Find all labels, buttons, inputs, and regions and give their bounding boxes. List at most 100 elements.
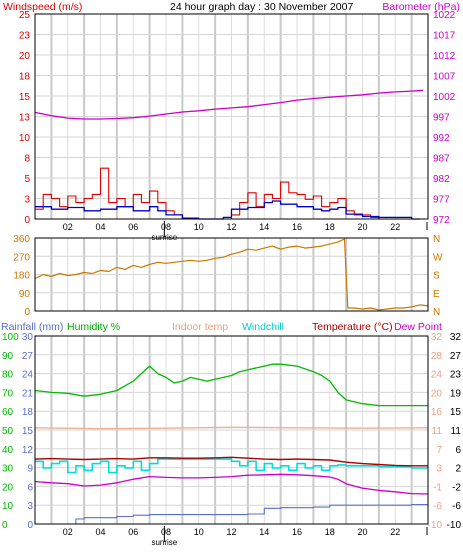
- wind-direction-line: [34, 238, 429, 311]
- wind-barometer-series: [34, 89, 424, 220]
- barometer-tick-label: 997: [433, 113, 450, 124]
- temperature-tick-label: 2: [455, 464, 461, 475]
- indoor-temp-tick-label: 3: [436, 464, 442, 475]
- x-tick-label: 02: [63, 222, 73, 232]
- temperature-tick-label: 32: [450, 332, 462, 343]
- humidity-tick-label: 10: [2, 501, 14, 512]
- windspeed-tick-label: 10: [19, 133, 31, 144]
- windspeed-axis-title: Windspeed (m/s): [3, 1, 82, 13]
- humidity-tick-label: 70: [2, 388, 14, 399]
- barometer-tick-label: 1012: [433, 51, 456, 62]
- wind-direction-frame: [34, 237, 429, 312]
- x-tick-label: 18: [325, 527, 335, 537]
- barometer-axis-title: Barometer (hPa): [382, 1, 460, 13]
- temperature-tick-label: -10: [447, 520, 462, 531]
- barometer-tick-label: 1002: [433, 92, 456, 103]
- x-tick-label: 20: [357, 527, 367, 537]
- rainfall-tick-label: 3: [27, 501, 33, 512]
- humidity-axis-title: Humidity %: [67, 321, 120, 333]
- compass-tick-label: S: [433, 271, 440, 282]
- x-tick-label: 06: [128, 527, 138, 537]
- x-tick-label: 04: [95, 222, 105, 232]
- indoor-temp-tick-label: -1: [433, 482, 442, 493]
- windspeed-tick-label: 20: [19, 51, 31, 62]
- indoor-temp-tick-label: 16: [431, 407, 443, 418]
- windchill-axis-title: Windchill: [242, 321, 284, 333]
- compass-tick-label: N: [433, 307, 440, 318]
- wind-barometer-panel: 2523201815131085301022101710121007100299…: [19, 10, 456, 242]
- temperature-tick-label: 6: [455, 445, 461, 456]
- graph-title: 24 hour graph day : 30 November 2007: [170, 1, 353, 13]
- x-tick-label: 12: [226, 527, 236, 537]
- temperature-tick-label: -6: [452, 501, 461, 512]
- temperature-axis-title: Temperature (°C): [312, 321, 393, 333]
- x-tick-label: 14: [259, 527, 269, 537]
- temperature-tick-label: 27: [450, 351, 462, 362]
- rainfall-tick-label: 18: [22, 407, 34, 418]
- windspeed-tick-label: 8: [24, 154, 30, 165]
- indoor-temp-tick-label: 28: [431, 351, 443, 362]
- indoor-temp-tick-label: 7: [436, 445, 442, 456]
- indoor-temp-axis-title: Indoor temp: [172, 321, 228, 333]
- barometer-tick-label: 982: [433, 174, 450, 185]
- x-tick-label: 18: [325, 222, 335, 232]
- temperature-line: [34, 456, 428, 467]
- indoor-temp-tick-label: -10: [428, 520, 443, 531]
- dewpoint-axis-title: Dew Point: [394, 321, 442, 333]
- indoor-temp-tick-label: 20: [431, 388, 443, 399]
- temperature-humidity-tick-labels: 3027242118151296301009080706050403020100…: [2, 332, 461, 547]
- rainfall-tick-label: 12: [22, 445, 34, 456]
- wind-average-line: [35, 200, 420, 220]
- temperature-humidity-panel: 3027242118151296301009080706050403020100…: [2, 332, 461, 547]
- rainfall-tick-label: 9: [27, 464, 33, 475]
- windchill-line: [35, 458, 428, 474]
- windspeed-tick-label: 13: [19, 113, 31, 124]
- temperature-tick-label: 23: [450, 370, 462, 381]
- temperature-tick-label: 15: [450, 407, 462, 418]
- humidity-tick-label: 0: [2, 520, 8, 531]
- x-tick-label: 08: [161, 527, 171, 537]
- windspeed-tick-label: 15: [19, 92, 31, 103]
- humidity-tick-label: 30: [2, 464, 14, 475]
- barometer-tick-label: 972: [433, 215, 450, 226]
- wind-direction-tick-label: 270: [13, 252, 30, 263]
- wind-direction-grid: [35, 238, 428, 311]
- rainfall-tick-label: 15: [22, 426, 34, 437]
- x-tick-label: 08: [161, 222, 171, 232]
- temperature-humidity-grid: [35, 336, 428, 524]
- x-tick-label: 10: [194, 527, 204, 537]
- indoor-temp-tick-label: 11: [432, 426, 443, 437]
- barometer-tick-label: 1022: [433, 10, 456, 21]
- dewpoint-line: [34, 473, 429, 495]
- rainfall-axis-title: Rainfall (mm): [1, 321, 63, 333]
- windspeed-tick-label: 23: [19, 31, 31, 42]
- indoor-temp-line: [34, 426, 429, 430]
- x-tick-label: 16: [292, 527, 302, 537]
- x-tick-label: 14: [259, 222, 269, 232]
- barometer-tick-label: 977: [433, 195, 450, 206]
- wind-direction-series: [34, 238, 429, 311]
- x-tick-label: 22: [390, 527, 400, 537]
- compass-tick-label: E: [433, 289, 440, 300]
- rainfall-tick-label: 24: [22, 370, 34, 381]
- indoor-temp-tick-label: -6: [433, 501, 442, 512]
- x-tick-label: 12: [226, 222, 236, 232]
- x-tick-label: 10: [194, 222, 204, 232]
- rainfall-tick-label: 30: [22, 332, 34, 343]
- temperature-humidity-series: [34, 363, 429, 525]
- temperature-tick-label: -2: [452, 482, 461, 493]
- wind-direction-tick-label: 180: [13, 271, 30, 282]
- wind-direction-tick-label: 360: [13, 234, 30, 245]
- rainfall-tick-label: 27: [22, 351, 34, 362]
- windspeed-tick-label: 3: [24, 195, 30, 206]
- windspeed-tick-label: 18: [19, 72, 31, 83]
- indoor-temp-tick-label: 24: [431, 370, 443, 381]
- rainfall-tick-label: 21: [22, 388, 34, 399]
- windspeed-tick-label: 0: [24, 215, 30, 226]
- barometer-tick-label: 992: [433, 133, 450, 144]
- compass-tick-label: W: [433, 252, 443, 263]
- humidity-tick-label: 90: [2, 351, 14, 362]
